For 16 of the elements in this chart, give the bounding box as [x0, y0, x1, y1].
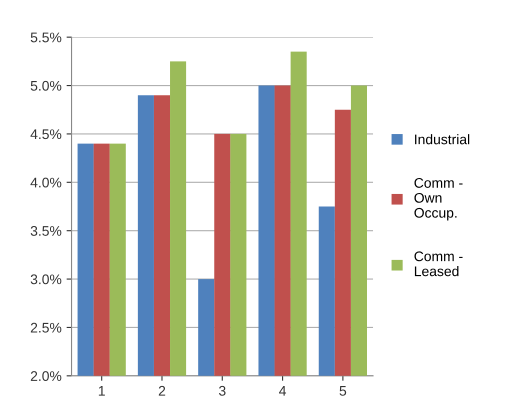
- x-tick-label: 2: [158, 386, 166, 396]
- legend-label: Industrial: [415, 134, 470, 144]
- x-tick-label: 5: [340, 386, 346, 396]
- x-tick-label: 3: [218, 386, 226, 396]
- y-tick-label: 5.0%: [30, 80, 62, 91]
- legend-label: Comm - Own Occup.: [414, 178, 463, 220]
- y-tick-label: 3.0%: [30, 274, 62, 284]
- y-tick-label: 2.0%: [30, 371, 62, 381]
- y-tick-label: 3.5%: [30, 226, 62, 236]
- y-tick-label: 2.5%: [30, 322, 62, 333]
- y-tick-label: 4.0%: [30, 178, 62, 188]
- legend-label: Comm - Leased: [414, 251, 463, 276]
- y-tick-label: 4.5%: [30, 129, 62, 140]
- x-tick-label: 4: [279, 386, 286, 396]
- y-tick-label: 5.5%: [30, 32, 62, 42]
- x-tick-label: 1: [98, 386, 105, 396]
